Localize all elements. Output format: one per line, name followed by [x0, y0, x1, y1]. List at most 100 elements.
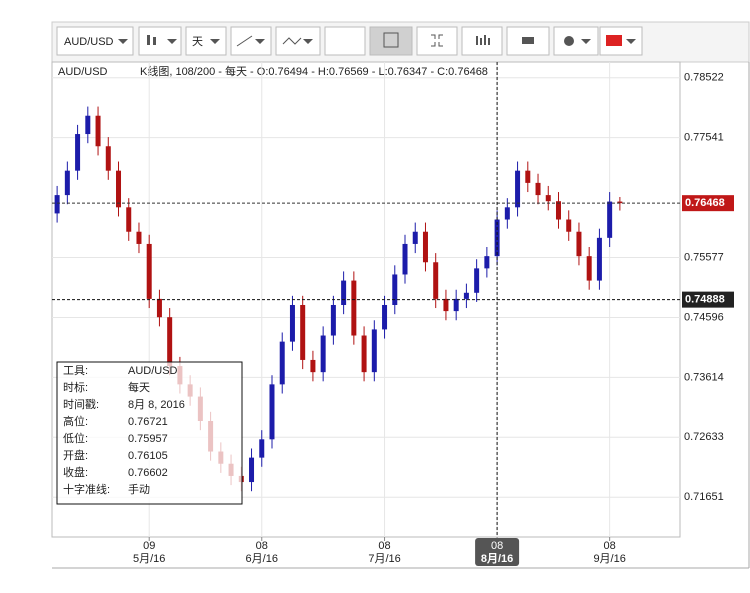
x-tick-sublabel: 7月/16 — [368, 553, 400, 565]
candle-body — [422, 231, 428, 263]
x-tick-label: 08 — [378, 540, 390, 552]
x-tick-label: 08 — [256, 540, 268, 552]
candle-body — [484, 256, 490, 269]
x-tick-label: 09 — [143, 540, 155, 552]
candle-body — [412, 231, 418, 244]
candle-body — [586, 256, 592, 281]
info-key: 收盘: — [63, 465, 88, 479]
info-value: 0.75957 — [128, 433, 168, 445]
candle-body — [136, 231, 142, 244]
candle-body — [167, 317, 173, 367]
crosshair-label: 0.74888 — [685, 294, 725, 306]
candle-body — [341, 280, 347, 305]
last-price-box — [682, 195, 734, 212]
candle-body — [607, 201, 613, 238]
candle-body — [320, 335, 326, 373]
x-tick-sublabel: 6月/16 — [246, 553, 278, 565]
candle-body — [535, 182, 541, 196]
y-tick-label: 0.77541 — [684, 132, 724, 144]
info-box — [56, 361, 243, 505]
toolbar-buttons — [56, 26, 643, 56]
candle-body — [402, 243, 408, 275]
candle-body — [95, 115, 101, 147]
y-tick-label: 0.74596 — [684, 311, 724, 323]
info-value: 0.76602 — [128, 467, 168, 479]
legend-text: K线图, 108/200 - 每天 - O:0.76494 - H:0.7656… — [140, 64, 488, 78]
candle-body — [463, 292, 469, 299]
candle-body — [105, 146, 111, 171]
info-value: AUD/USD — [128, 365, 178, 377]
x-tick-label: 08 — [604, 540, 616, 552]
candle-body — [75, 134, 81, 171]
last-price-label: 0.76468 — [685, 197, 725, 209]
candle-body — [576, 231, 582, 257]
y-tick-label: 0.75577 — [684, 251, 724, 263]
candle-body — [382, 304, 388, 330]
candle-body — [566, 219, 572, 232]
settings-button[interactable] — [553, 26, 599, 56]
candle-body — [525, 170, 531, 183]
candle-body — [156, 298, 162, 318]
info-key: 低位: — [63, 431, 88, 445]
candle-body — [555, 201, 561, 220]
x-tick-sublabel: 8月/16 — [481, 552, 513, 565]
candle-body — [259, 439, 265, 458]
x-tick-label: 08 — [491, 540, 503, 552]
x-label-highlight — [475, 538, 520, 566]
info-value: 每天 — [128, 380, 150, 394]
candle-body — [545, 195, 551, 202]
candle-body — [269, 384, 275, 440]
x-tick-sublabel: 5月/16 — [133, 553, 165, 565]
info-value: 0.76105 — [128, 450, 168, 462]
candle-body — [361, 335, 367, 373]
period-label: 天 — [192, 36, 203, 48]
candle-body — [371, 329, 377, 373]
fullscreen-button[interactable] — [416, 26, 458, 56]
draw-button[interactable] — [230, 26, 272, 56]
y-tick-label: 0.71651 — [684, 491, 724, 503]
candle-body — [474, 268, 480, 293]
candle-body — [351, 280, 357, 336]
y-tick-label: 0.73614 — [684, 371, 724, 383]
candle-body — [596, 237, 602, 281]
info-key: 开盘: — [63, 448, 88, 462]
candle-body — [300, 304, 306, 360]
candle-body — [330, 304, 336, 336]
candle-body — [54, 195, 60, 214]
candle-body — [85, 115, 91, 135]
info-key: 时标: — [63, 380, 88, 394]
info-key: 时间戳: — [63, 398, 99, 411]
candle-body — [433, 262, 439, 299]
x-tick-sublabel: 9月/16 — [593, 553, 625, 565]
info-key: 工具: — [63, 364, 88, 377]
candle-body — [443, 298, 449, 312]
y-tick-label: 0.72633 — [684, 431, 724, 443]
candle-body — [249, 457, 255, 483]
candle-body — [504, 207, 510, 220]
info-key: 十字准线: — [63, 482, 110, 496]
period-button[interactable] — [185, 26, 227, 56]
candle-body — [116, 170, 122, 208]
clear-button[interactable] — [324, 26, 366, 56]
candle-body — [289, 304, 295, 342]
candle-body — [617, 201, 623, 204]
crosshair-button[interactable] — [369, 26, 413, 56]
candle-body — [126, 207, 132, 232]
candle-body — [146, 243, 152, 299]
info-key: 高位: — [63, 414, 88, 428]
legend-symbol: AUD/USD — [58, 66, 108, 78]
candle-body — [453, 298, 459, 312]
candle-body — [64, 170, 70, 196]
crosshair-box — [682, 291, 734, 308]
candle-body — [515, 170, 521, 208]
y-tick-label: 0.78522 — [684, 72, 724, 84]
candle-body — [279, 341, 285, 385]
info-value: 0.76721 — [128, 416, 168, 428]
candle-body — [392, 274, 398, 305]
toolbar-icons — [118, 32, 636, 48]
info-value: 8月 8, 2016 — [128, 399, 185, 411]
symbol-label: AUD/USD — [64, 36, 114, 48]
candle-body — [310, 359, 316, 373]
info-value: 手动 — [128, 482, 150, 496]
